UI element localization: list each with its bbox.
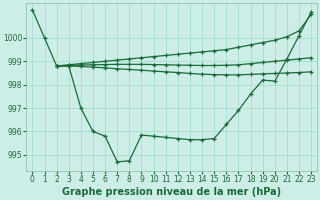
X-axis label: Graphe pression niveau de la mer (hPa): Graphe pression niveau de la mer (hPa) [62,187,281,197]
